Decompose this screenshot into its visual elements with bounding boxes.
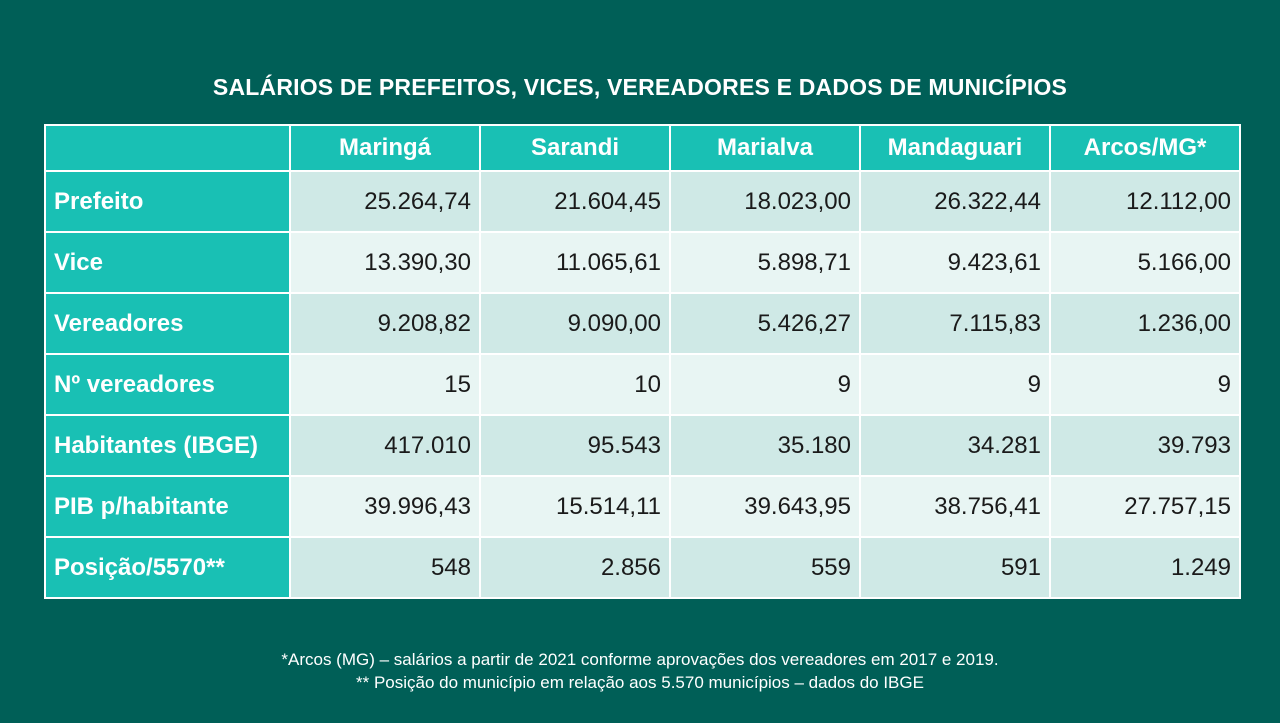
column-header-corner [44,124,291,172]
column-header-arcos: Arcos/MG* [1049,124,1241,172]
table-cell: 18.023,00 [669,170,861,233]
table-cell: 9 [859,353,1051,416]
table-cell: 417.010 [289,414,481,477]
data-table: Maringá Sarandi Marialva Mandaguari Arco… [44,124,1241,599]
table-cell: 15 [289,353,481,416]
table-cell: 26.322,44 [859,170,1051,233]
table-cell: 2.856 [479,536,671,599]
table-cell: 9 [669,353,861,416]
table-cell: 39.996,43 [289,475,481,538]
footnote-posicao: ** Posição do município em relação aos 5… [356,673,924,692]
row-label: PIB p/habitante [44,475,291,538]
header-row: Maringá Sarandi Marialva Mandaguari Arco… [44,124,1241,172]
table-cell: 1.249 [1049,536,1241,599]
column-header-sarandi: Sarandi [479,124,671,172]
footnote-arcos: *Arcos (MG) – salários a partir de 2021 … [281,650,999,669]
table-cell: 15.514,11 [479,475,671,538]
row-label: Vice [44,231,291,294]
row-label: Vereadores [44,292,291,355]
table-cell: 548 [289,536,481,599]
table-row: Prefeito 25.264,74 21.604,45 18.023,00 2… [44,170,1241,233]
table-cell: 9.208,82 [289,292,481,355]
column-header-maringa: Maringá [289,124,481,172]
row-label: Habitantes (IBGE) [44,414,291,477]
table-cell: 9.090,00 [479,292,671,355]
table-row: Nº vereadores 15 10 9 9 9 [44,353,1241,416]
table-cell: 34.281 [859,414,1051,477]
table-row: Posição/5570** 548 2.856 559 591 1.249 [44,536,1241,599]
row-label: Prefeito [44,170,291,233]
table-cell: 7.115,83 [859,292,1051,355]
table-cell: 591 [859,536,1051,599]
table-cell: 27.757,15 [1049,475,1241,538]
column-header-mandaguari: Mandaguari [859,124,1051,172]
table-cell: 9.423,61 [859,231,1051,294]
table-cell: 5.166,00 [1049,231,1241,294]
column-header-marialva: Marialva [669,124,861,172]
table-cell: 25.264,74 [289,170,481,233]
table-cell: 1.236,00 [1049,292,1241,355]
page-title: SALÁRIOS DE PREFEITOS, VICES, VEREADORES… [212,74,1068,100]
table-cell: 12.112,00 [1049,170,1241,233]
table-cell: 35.180 [669,414,861,477]
table-cell: 11.065,61 [479,231,671,294]
table-cell: 559 [669,536,861,599]
table-cell: 9 [1049,353,1241,416]
row-label: Posição/5570** [44,536,291,599]
table-cell: 38.756,41 [859,475,1051,538]
table-row: Vice 13.390,30 11.065,61 5.898,71 9.423,… [44,231,1241,294]
table-cell: 10 [479,353,671,416]
table-cell: 5.898,71 [669,231,861,294]
table-row: PIB p/habitante 39.996,43 15.514,11 39.6… [44,475,1241,538]
footnotes: *Arcos (MG) – salários a partir de 2021 … [0,648,1280,694]
table-cell: 39.643,95 [669,475,861,538]
table-row: Vereadores 9.208,82 9.090,00 5.426,27 7.… [44,292,1241,355]
table-cell: 5.426,27 [669,292,861,355]
table-cell: 95.543 [479,414,671,477]
table-row: Habitantes (IBGE) 417.010 95.543 35.180 … [44,414,1241,477]
table-cell: 13.390,30 [289,231,481,294]
table-cell: 21.604,45 [479,170,671,233]
table-cell: 39.793 [1049,414,1241,477]
row-label: Nº vereadores [44,353,291,416]
